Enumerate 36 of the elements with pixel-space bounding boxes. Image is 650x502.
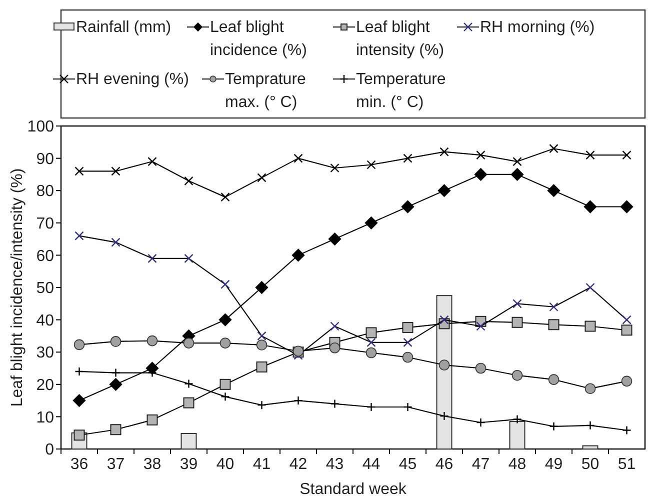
x-tick-label: 43 bbox=[326, 456, 344, 473]
legend-label: RH evening (%) bbox=[76, 71, 189, 88]
x-tick-label: 48 bbox=[508, 456, 526, 473]
y-tick-label: 80 bbox=[36, 183, 54, 200]
y-tick-label: 70 bbox=[36, 216, 54, 232]
y-tick-label: 50 bbox=[36, 280, 54, 298]
y-tick-label: 30 bbox=[36, 344, 54, 362]
legend-label: Rainfall (mm) bbox=[76, 19, 172, 36]
x-tick-label: 36 bbox=[70, 456, 88, 473]
x-tick-label: 44 bbox=[362, 456, 380, 473]
y-tick-label: 20 bbox=[36, 377, 54, 394]
y-axis-title: Leaf blight incidence/intensity (%) bbox=[9, 168, 26, 407]
y-tick-label: 10 bbox=[36, 409, 54, 426]
legend-label: RH morning (%) bbox=[480, 19, 595, 36]
x-tick-label: 49 bbox=[544, 456, 563, 473]
x-tick-label: 50 bbox=[581, 456, 600, 473]
x-tick-label: 39 bbox=[180, 456, 198, 473]
x-tick-label: 45 bbox=[398, 456, 417, 473]
x-axis-title: Standard week bbox=[300, 481, 408, 498]
x-tick-label: 40 bbox=[216, 456, 234, 473]
y-tick-label: 100 bbox=[27, 118, 54, 136]
x-tick-label: 42 bbox=[289, 456, 308, 473]
y-tick-label: 0 bbox=[45, 442, 54, 459]
x-tick-label: 37 bbox=[106, 456, 125, 473]
legend-label: Temperature min. (° C) bbox=[356, 71, 446, 111]
x-tick-label: 46 bbox=[435, 456, 454, 473]
y-tick-label: 90 bbox=[36, 150, 54, 168]
y-tick-label: 60 bbox=[36, 248, 54, 265]
legend-label: Leaf blight incidence (%) bbox=[210, 19, 307, 59]
y-tick-label: 40 bbox=[36, 312, 54, 330]
x-tick-label: 51 bbox=[618, 456, 636, 473]
x-tick-label: 47 bbox=[472, 456, 490, 473]
legend-label: Temprature max. (° C) bbox=[225, 71, 306, 111]
legend-label: Leaf blight intensity (%) bbox=[356, 19, 444, 59]
x-tick-label: 41 bbox=[252, 456, 271, 473]
x-tick-label: 38 bbox=[143, 456, 162, 473]
